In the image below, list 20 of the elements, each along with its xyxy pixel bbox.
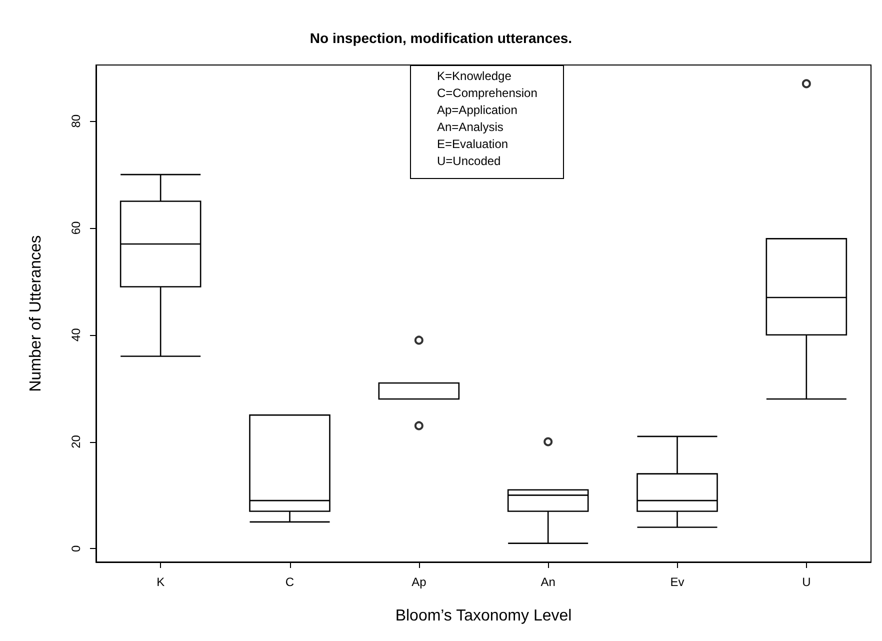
x-tick-label: K xyxy=(156,575,165,589)
y-tick-label: 0 xyxy=(69,544,83,552)
y-axis-title: Number of Utterances xyxy=(28,235,44,392)
annotation: K=Knowledge xyxy=(437,68,512,85)
annotation: U=Uncoded xyxy=(437,153,502,170)
x-tick-label: An xyxy=(540,575,556,589)
y-tick-label: 20 xyxy=(69,434,83,448)
y-tick-label: 60 xyxy=(69,221,83,235)
x-axis-title: Bloom’s Taxonomy Level xyxy=(395,608,572,624)
annotation: An=Analysis xyxy=(437,119,504,136)
annotation: E=Evaluation xyxy=(437,136,510,153)
y-tick-label: 40 xyxy=(69,328,83,342)
x-tick-label: U xyxy=(802,575,811,589)
y-tick-label: 80 xyxy=(69,114,83,128)
x-tick-label: C xyxy=(285,575,294,589)
x-tick-label: Ap xyxy=(412,575,427,589)
annotation: C=Comprehension xyxy=(437,85,538,102)
chart-title: No inspection, modification utterances. xyxy=(310,30,572,46)
x-tick-label: Ev xyxy=(670,575,684,589)
annotation: Ap=Application xyxy=(437,102,518,119)
